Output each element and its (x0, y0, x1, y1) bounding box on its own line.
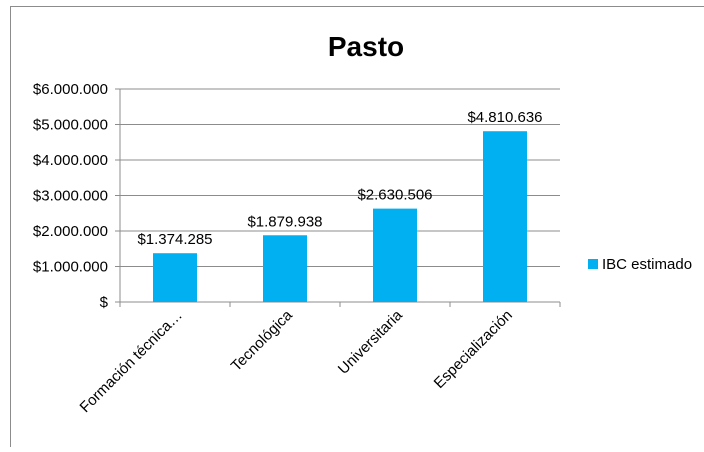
chart-title: Pasto (328, 31, 404, 62)
x-tick-label: Universitaria (335, 306, 406, 377)
data-label: $1.374.285 (137, 231, 212, 248)
bar (263, 235, 307, 302)
bar (483, 131, 527, 302)
legend-swatch (588, 259, 598, 269)
x-tick-label: Formación técnica… (77, 307, 186, 416)
x-tick-label: Tecnológica (228, 306, 297, 375)
data-label: $2.630.506 (357, 187, 432, 204)
chart-frame (10, 6, 704, 447)
data-label: $4.810.636 (467, 109, 542, 126)
legend-label: IBC estimado (602, 256, 692, 273)
x-tick-label: Especialización (431, 307, 516, 392)
y-tick-label: $3.000.000 (33, 188, 108, 205)
x-axis-ticks: Formación técnica… Tecnológica Universitar… (77, 302, 561, 416)
legend: IBC estimado (588, 256, 692, 273)
y-tick-label: $4.000.000 (33, 152, 108, 169)
bar (373, 208, 417, 302)
data-label: $1.879.938 (247, 213, 322, 230)
y-tick-label: $6.000.000 (33, 81, 108, 98)
y-tick-label: $2.000.000 (33, 223, 108, 240)
bars (153, 131, 527, 302)
data-labels: $1.374.285 $1.879.938 $2.630.506 $4.810.636 (137, 109, 542, 248)
y-axis-ticks: $ $1.000.000 $2.000.000 $3.000.000 $4.000.00… (33, 81, 120, 311)
y-tick-label: $5.000.000 (33, 117, 108, 134)
y-tick-label: $ (100, 294, 109, 311)
y-tick-label: $1.000.000 (33, 259, 108, 276)
bar (153, 253, 197, 302)
